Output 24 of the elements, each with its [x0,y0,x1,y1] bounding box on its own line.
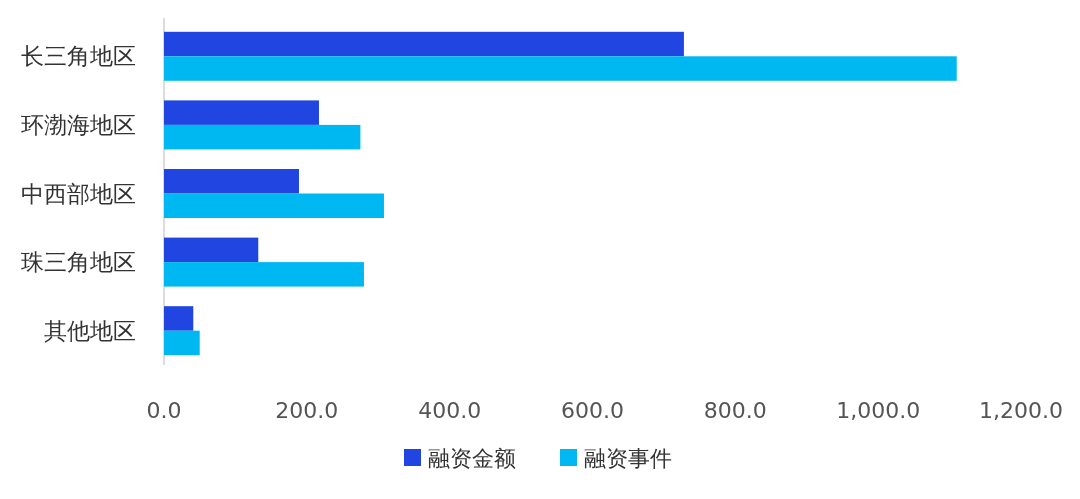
y-tick-label: 其他地区 [44,317,136,344]
x-tick-label: 1,000.0 [836,398,921,423]
bar [164,169,299,194]
bar [164,237,259,263]
y-tick-label: 长三角地区 [21,43,136,70]
bar [164,306,194,331]
x-tick-label: 800.0 [703,398,767,423]
bar [164,330,200,356]
bar [164,31,684,57]
x-tick-label: 0.0 [146,398,182,423]
legend-label: 融资金额 [428,446,516,471]
x-tick-label: 600.0 [561,398,624,423]
x-tick-label: 200.0 [275,398,339,423]
y-tick-label: 环渤海地区 [21,111,136,138]
bar [164,56,957,81]
y-tick-label: 中西部地区 [21,180,136,207]
bar [164,124,361,150]
bar [164,193,384,218]
x-tick-label: 1,200.0 [979,398,1063,423]
bar [164,262,364,287]
x-tick-label: 400.0 [418,398,482,423]
legend-label: 融资事件 [584,446,672,471]
bar [164,100,319,125]
y-tick-label: 珠三角地区 [21,249,136,276]
